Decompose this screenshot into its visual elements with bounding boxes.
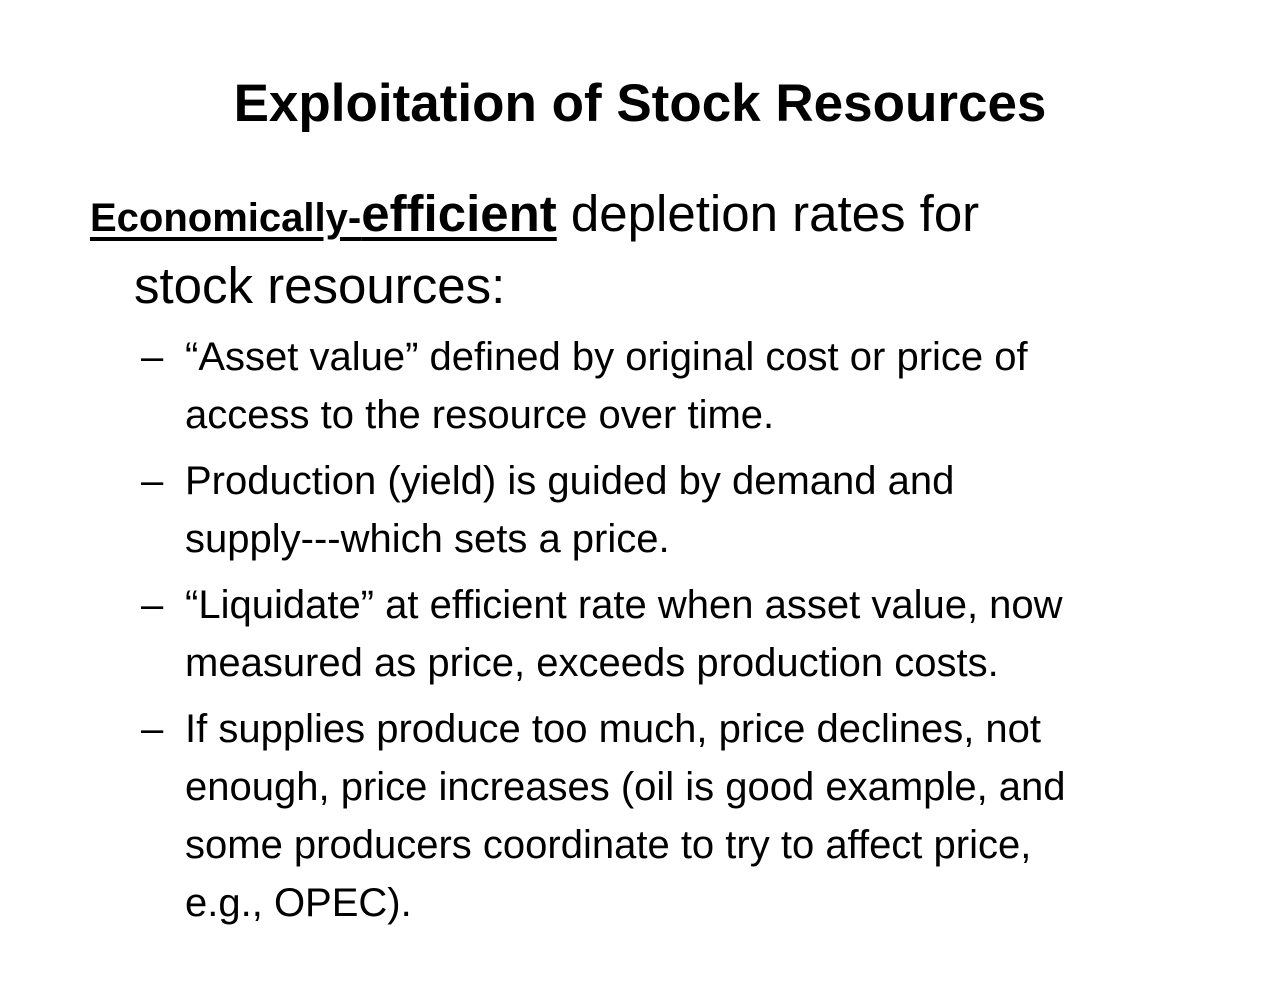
bullet-item: – “Asset value” defined by original cost… xyxy=(141,328,1221,444)
bullet-line: supply---which sets a price. xyxy=(185,517,670,561)
bullet-dash: – xyxy=(141,459,164,503)
bullet-line: access to the resource over time. xyxy=(185,393,775,437)
bullet-line: Production (yield) is guided by demand a… xyxy=(185,459,955,503)
bullet-line: “Liquidate” at efficient rate when asset… xyxy=(185,583,1063,627)
bullet-dash: – xyxy=(141,335,164,379)
bullet-item: – “Liquidate” at efficient rate when ass… xyxy=(141,576,1221,692)
intro-underlined-part2: efficient xyxy=(361,185,557,242)
slide-title: Exploitation of Stock Resources xyxy=(233,74,1047,133)
intro-line2: stock resources: xyxy=(134,257,506,314)
bullet-line: measured as price, exceeds production co… xyxy=(185,641,999,685)
intro-paragraph: Economically-efficient depletion rates f… xyxy=(90,180,1200,320)
bullet-dash: – xyxy=(141,707,164,751)
intro-underlined-text: Economically-efficient xyxy=(90,185,557,242)
bullet-line: enough, price increases (oil is good exa… xyxy=(185,765,1066,809)
bullet-line: If supplies produce too much, price decl… xyxy=(185,707,1042,751)
bullet-item: – Production (yield) is guided by demand… xyxy=(141,452,1221,568)
intro-underlined-part1: Economically- xyxy=(90,196,362,240)
bullet-list: – “Asset value” defined by original cost… xyxy=(141,328,1221,940)
bullet-line: “Asset value” defined by original cost o… xyxy=(185,335,1028,379)
bullet-line: some producers coordinate to try to affe… xyxy=(185,823,1032,867)
intro-rest-line1: depletion rates for xyxy=(556,185,980,242)
bullet-item: – If supplies produce too much, price de… xyxy=(141,700,1221,932)
bullet-dash: – xyxy=(141,583,164,627)
bullet-line: e.g., OPEC). xyxy=(185,881,412,925)
